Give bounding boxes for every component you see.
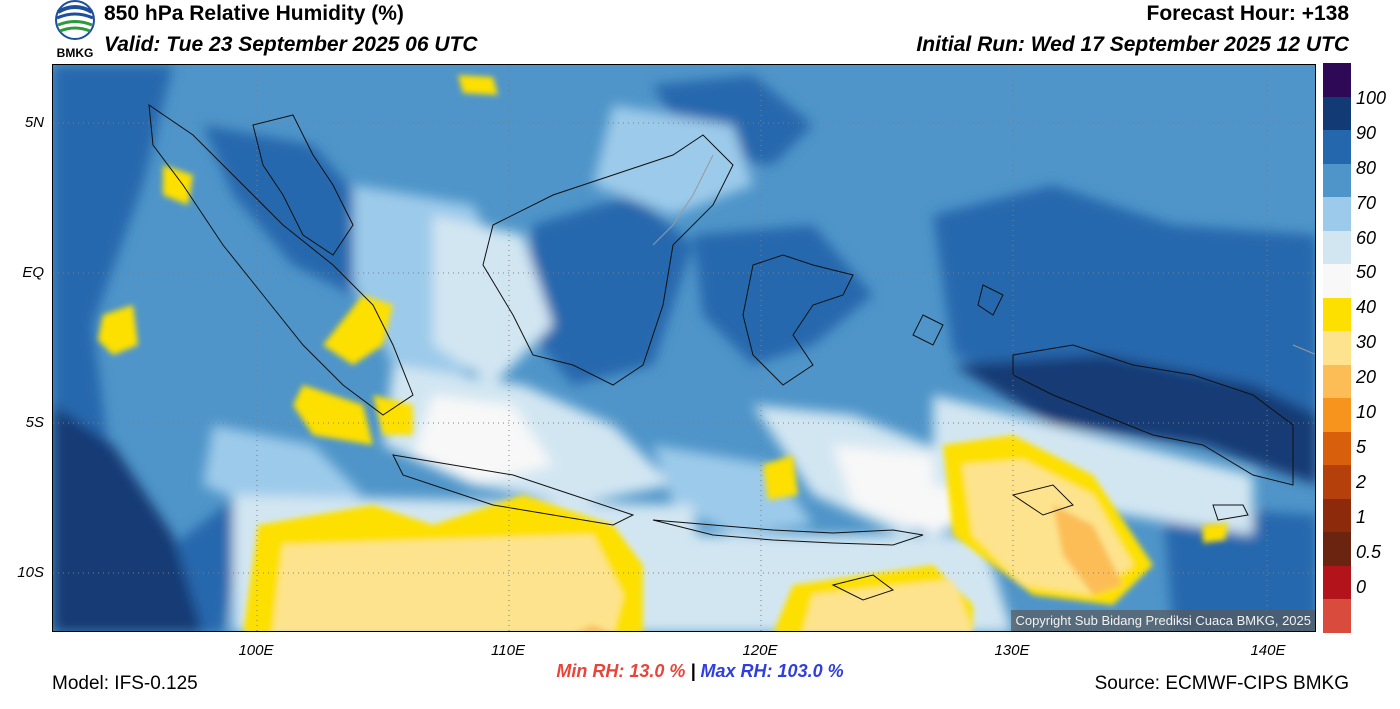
logo-text: BMKG <box>57 46 94 58</box>
colorbar-segment <box>1323 431 1351 466</box>
colorbar-label-10: 10 <box>1356 402 1377 422</box>
source-label: Source: ECMWF-CIPS BMKG <box>1094 673 1349 694</box>
colorbar-segment <box>1323 230 1351 265</box>
lat-tick-5s: 5S <box>25 414 44 431</box>
lon-tick-130e: 130E <box>994 642 1030 659</box>
colorbar-label-30: 30 <box>1356 332 1377 352</box>
colorbar-segment <box>1323 565 1351 600</box>
colorbar-label-0-5: 0.5 <box>1356 542 1382 562</box>
map-title: 850 hPa Relative Humidity (%) <box>104 2 404 25</box>
colorbar-segment <box>1323 330 1351 365</box>
colorbar-label-60: 60 <box>1356 228 1377 248</box>
lon-tick-140e: 140E <box>1250 642 1286 659</box>
colorbar-label-50: 50 <box>1356 262 1377 282</box>
min-rh-label: Min RH: <box>556 661 625 681</box>
max-rh-value: 103.0 % <box>777 661 844 681</box>
colorbar-segment <box>1323 196 1351 231</box>
colorbar-label-20: 20 <box>1356 367 1377 387</box>
colorbar-label-80: 80 <box>1356 158 1377 178</box>
lat-tick-5n: 5N <box>24 114 44 131</box>
colorbar-label-100: 100 <box>1356 88 1387 108</box>
colorbar-label-90: 90 <box>1356 123 1377 143</box>
lon-tick-110e: 110E <box>491 642 525 659</box>
colorbar-segment <box>1323 297 1351 332</box>
copyright-label: Copyright Sub Bidang Prediksi Cuaca BMKG… <box>1011 610 1315 631</box>
max-rh-label: Max RH: <box>700 661 773 681</box>
colorbar-label-1: 1 <box>1356 507 1367 527</box>
colorbar-segment <box>1323 163 1351 198</box>
valid-time: Valid: Tue 23 September 2025 06 UTC <box>104 33 478 56</box>
colorbar <box>1323 63 1351 633</box>
colorbar-label-0: 0 <box>1356 577 1367 597</box>
lat-tick-eq: EQ <box>22 264 44 281</box>
lon-tick-100e: 100E <box>238 642 274 659</box>
colorbar-segment <box>1323 464 1351 499</box>
colorbar-segment <box>1323 598 1351 633</box>
colorbar-segment <box>1323 63 1351 97</box>
lat-tick-10s: 10S <box>17 564 44 581</box>
colorbar-label-2: 2 <box>1356 472 1367 492</box>
colorbar-segment <box>1323 498 1351 533</box>
humidity-field <box>53 65 1315 631</box>
colorbar-segment <box>1323 129 1351 164</box>
rh-stats: Min RH: 13.0 % | Max RH: 103.0 % <box>0 661 1400 682</box>
min-rh-value: 13.0 % <box>629 661 686 681</box>
bmkg-logo: BMKG <box>55 0 95 58</box>
initial-run: Initial Run: Wed 17 September 2025 12 UT… <box>916 33 1349 56</box>
model-label: Model: IFS-0.125 <box>52 673 198 694</box>
stats-separator: | <box>690 661 696 681</box>
colorbar-segment <box>1323 397 1351 432</box>
colorbar-label-70: 70 <box>1356 193 1377 213</box>
colorbar-segment <box>1323 364 1351 399</box>
forecast-hour: Forecast Hour: +138 <box>1146 2 1350 25</box>
humidity-map <box>52 64 1316 632</box>
colorbar-segment <box>1323 263 1351 298</box>
colorbar-segment <box>1323 531 1351 566</box>
lon-tick-120e: 120E <box>742 642 778 659</box>
colorbar-segment <box>1323 96 1351 131</box>
colorbar-label-5: 5 <box>1356 437 1367 457</box>
colorbar-label-40: 40 <box>1356 297 1377 317</box>
